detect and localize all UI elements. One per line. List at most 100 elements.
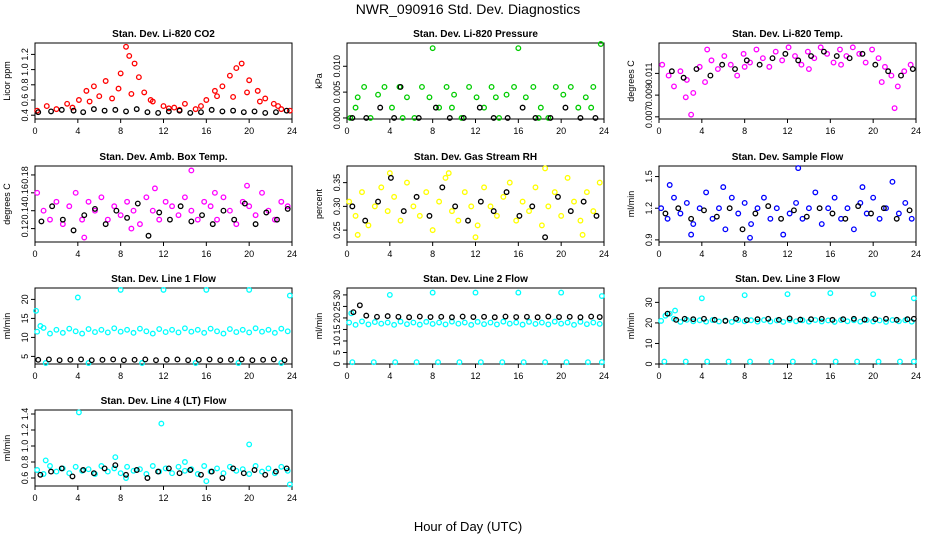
x-tick-label: 24 <box>599 249 609 259</box>
x-tick-label: 0 <box>32 371 37 381</box>
data-point <box>743 317 750 323</box>
data-point <box>563 359 570 366</box>
x-tick-label: 16 <box>201 371 211 381</box>
data-point <box>562 104 569 111</box>
data-point <box>147 97 154 103</box>
data-point <box>377 104 384 111</box>
data-point <box>500 193 507 200</box>
data-point <box>741 199 748 206</box>
panel-title: Stan. Dev. Line 2 Flow <box>423 274 528 285</box>
data-point <box>354 94 361 101</box>
data-point <box>519 104 526 111</box>
data-point <box>817 44 824 51</box>
data-point <box>708 57 715 64</box>
data-point <box>511 83 517 90</box>
data-point <box>596 320 603 327</box>
data-point <box>832 358 839 365</box>
data-point <box>756 61 763 68</box>
data-point <box>284 203 291 210</box>
plot-frame <box>34 165 293 243</box>
data-point <box>910 358 917 365</box>
x-tick-label: 4 <box>75 493 80 503</box>
x-tick-label: 16 <box>201 249 211 259</box>
data-point <box>230 94 237 100</box>
data-point <box>286 107 293 114</box>
data-point <box>111 203 118 210</box>
data-point <box>875 55 882 62</box>
data-point <box>506 320 513 327</box>
data-point <box>888 72 895 79</box>
data-point <box>590 319 597 326</box>
x-tick-label: 24 <box>599 126 609 136</box>
data-point <box>459 313 466 320</box>
data-point <box>354 231 361 238</box>
y-tick-label: 25 <box>332 301 342 311</box>
data-point <box>436 319 443 326</box>
data-point <box>666 182 673 188</box>
x-tick-label: 16 <box>201 126 211 136</box>
data-point <box>404 94 410 101</box>
series-yellow <box>346 165 603 241</box>
data-point <box>58 465 65 472</box>
data-point <box>910 315 917 322</box>
x-tick-label: 16 <box>825 126 835 136</box>
data-point <box>233 221 240 228</box>
plot-frame <box>658 165 917 243</box>
panel-title: Stan. Dev. Gas Stream RH <box>414 152 537 163</box>
data-point <box>404 321 410 328</box>
y-tick-label: 10 <box>332 336 342 346</box>
y-tick-label: 0.8 <box>20 79 30 92</box>
data-point <box>283 107 290 114</box>
y-tick-label: 10 <box>644 338 654 348</box>
data-point <box>192 106 199 113</box>
data-point <box>908 215 915 222</box>
data-point <box>416 313 423 320</box>
series-red <box>34 43 293 114</box>
data-point <box>149 330 156 337</box>
data-point <box>284 328 291 335</box>
data-point <box>740 50 747 57</box>
data-point <box>698 295 705 302</box>
data-point <box>346 319 353 326</box>
data-point <box>812 189 819 196</box>
data-point <box>111 325 118 332</box>
x-tick-label: 24 <box>287 249 297 259</box>
data-point <box>588 104 595 111</box>
data-point <box>596 179 603 186</box>
panel-title: Stan. Dev. Line 1 Flow <box>111 274 216 285</box>
data-point <box>584 359 591 366</box>
series-black <box>37 462 290 481</box>
data-point <box>429 320 436 327</box>
data-point <box>363 115 370 121</box>
y-axis-label: Licor ppm <box>2 61 12 101</box>
data-point <box>199 212 205 219</box>
x-tick-label: 12 <box>782 126 792 136</box>
data-point <box>362 217 369 224</box>
series-blue <box>658 165 915 241</box>
data-point <box>477 198 484 205</box>
data-point <box>238 60 245 67</box>
data-point <box>156 209 163 216</box>
x-tick-label: 16 <box>513 126 523 136</box>
data-point <box>136 466 143 473</box>
data-point <box>181 467 188 474</box>
data-point <box>143 194 150 201</box>
data-point <box>123 43 129 50</box>
data-point <box>504 115 511 121</box>
data-point <box>726 205 733 212</box>
data-point <box>849 44 856 51</box>
data-point <box>765 203 772 210</box>
data-point <box>131 356 138 363</box>
data-point <box>413 359 420 366</box>
data-point <box>580 198 587 205</box>
data-point <box>803 213 810 220</box>
data-point <box>818 315 825 322</box>
y-tick-label: 0.12 <box>20 220 30 238</box>
data-point <box>426 94 433 101</box>
data-point <box>171 104 178 111</box>
data-point <box>169 326 176 333</box>
x-tick-label: 0 <box>344 371 349 381</box>
x-tick-label: 24 <box>911 249 921 259</box>
panel-3: Stan. Dev. Li-820 Temp. degrees C 0 4 8 12 16 2… <box>626 29 921 136</box>
